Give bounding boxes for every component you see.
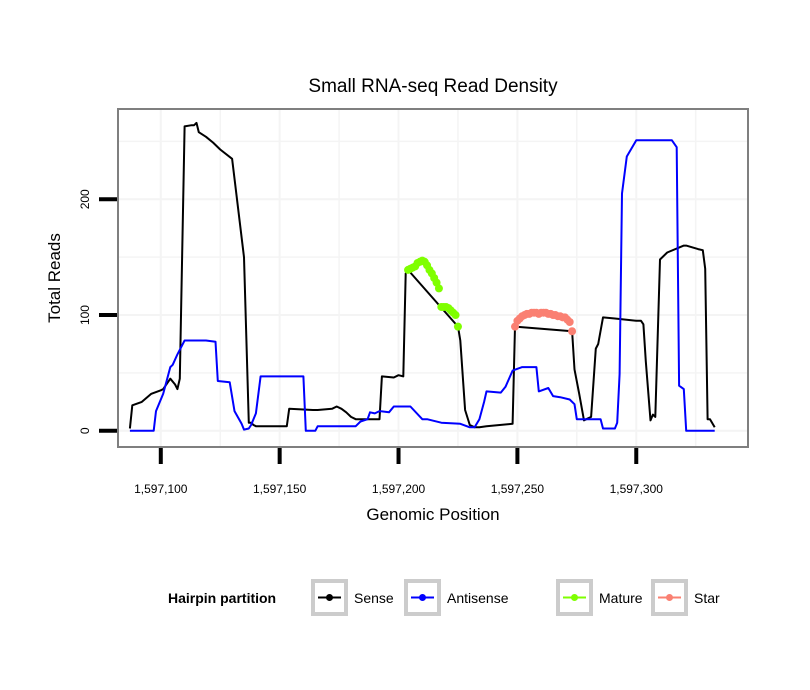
x-tick-label: 1,597,150	[253, 482, 307, 496]
plot-panel	[117, 108, 749, 448]
x-tick-label: 1,597,200	[372, 482, 426, 496]
legend-key-point	[666, 594, 673, 601]
legend-title: Hairpin partition	[168, 590, 276, 606]
chart-title: Small RNA-seq Read Density	[308, 76, 558, 97]
legend-item-antisense: Antisense	[404, 579, 509, 616]
data-point-mature	[451, 311, 460, 320]
legend-label: Mature	[599, 590, 643, 606]
y-axis-title: Total Reads	[45, 233, 64, 323]
legend-label: Antisense	[447, 590, 509, 606]
grid-lines	[118, 109, 748, 447]
data-point-star	[565, 317, 574, 326]
legend-item-star: Star	[651, 579, 720, 616]
y-tick-label: 200	[78, 189, 92, 209]
legend-item-sense: Sense	[311, 579, 394, 616]
data-point-star	[568, 327, 577, 336]
series-points-mature	[404, 256, 462, 331]
series-points-star	[511, 308, 577, 336]
x-tick-label: 1,597,100	[134, 482, 188, 496]
legend-item-mature: Mature	[556, 579, 643, 616]
y-axis: 0 100 200	[78, 189, 117, 434]
legend-label: Star	[694, 590, 720, 606]
x-axis: 1,597,100 1,597,150 1,597,200 1,597,250 1,59…	[134, 448, 663, 496]
x-tick-label: 1,597,250	[491, 482, 545, 496]
y-tick-label: 100	[78, 305, 92, 325]
legend-key-point	[419, 594, 426, 601]
series-layer	[128, 121, 716, 432]
legend-key-point	[571, 594, 578, 601]
series-line-antisense	[129, 139, 715, 432]
series-line-sense	[128, 121, 716, 429]
legend: Hairpin partition Sense Antisense Mature St…	[168, 579, 720, 616]
legend-label: Sense	[354, 590, 394, 606]
data-point-mature	[453, 322, 462, 331]
data-point-mature	[434, 284, 443, 293]
x-axis-title: Genomic Position	[366, 505, 499, 524]
panel-border	[117, 108, 749, 448]
y-tick-label: 0	[78, 427, 92, 434]
x-tick-label: 1,597,300	[610, 482, 664, 496]
legend-key-point	[326, 594, 333, 601]
